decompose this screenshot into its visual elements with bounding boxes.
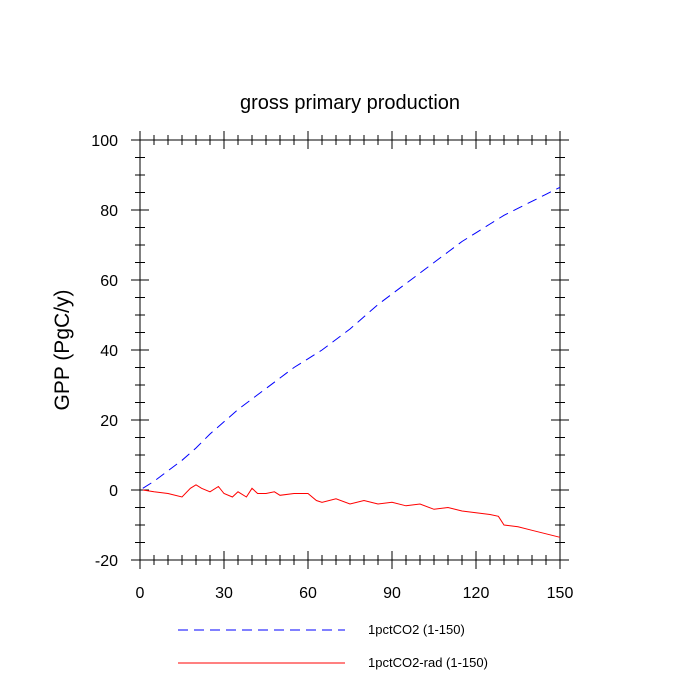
plot-frame <box>139 139 561 561</box>
x-tick-label: 0 <box>136 585 145 602</box>
y-tick-label: 20 <box>100 413 118 430</box>
legend-label-1: 1pctCO2 (1-150) <box>368 622 465 637</box>
x-tick-label: 150 <box>547 585 574 602</box>
legend-label-2: 1pctCO2-rad (1-150) <box>368 655 488 670</box>
y-tick-label: -20 <box>95 553 118 570</box>
x-tick-label: 120 <box>463 585 490 602</box>
y-tick-label: 60 <box>100 273 118 290</box>
y-tick-label: 80 <box>100 203 118 220</box>
chart-title: gross primary production <box>240 92 460 114</box>
legend: 1pctCO2 (1-150) 1pctCO2-rad (1-150) <box>178 622 488 670</box>
series-layer <box>142 186 561 538</box>
x-tick-label: 30 <box>215 585 233 602</box>
y-tick-label: 100 <box>91 133 118 150</box>
x-tick-label: 60 <box>299 585 317 602</box>
axis-ticks: 0 30 60 90 120 150 -20 0 20 40 60 80 100 <box>91 131 573 602</box>
y-tick-label: 0 <box>109 483 118 500</box>
x-tick-label: 90 <box>383 585 401 602</box>
series-line-1 <box>142 186 561 489</box>
y-tick-label: 40 <box>100 343 118 360</box>
y-axis-label: GPP (PgC/y) <box>51 290 74 411</box>
series-line-2 <box>142 484 561 538</box>
